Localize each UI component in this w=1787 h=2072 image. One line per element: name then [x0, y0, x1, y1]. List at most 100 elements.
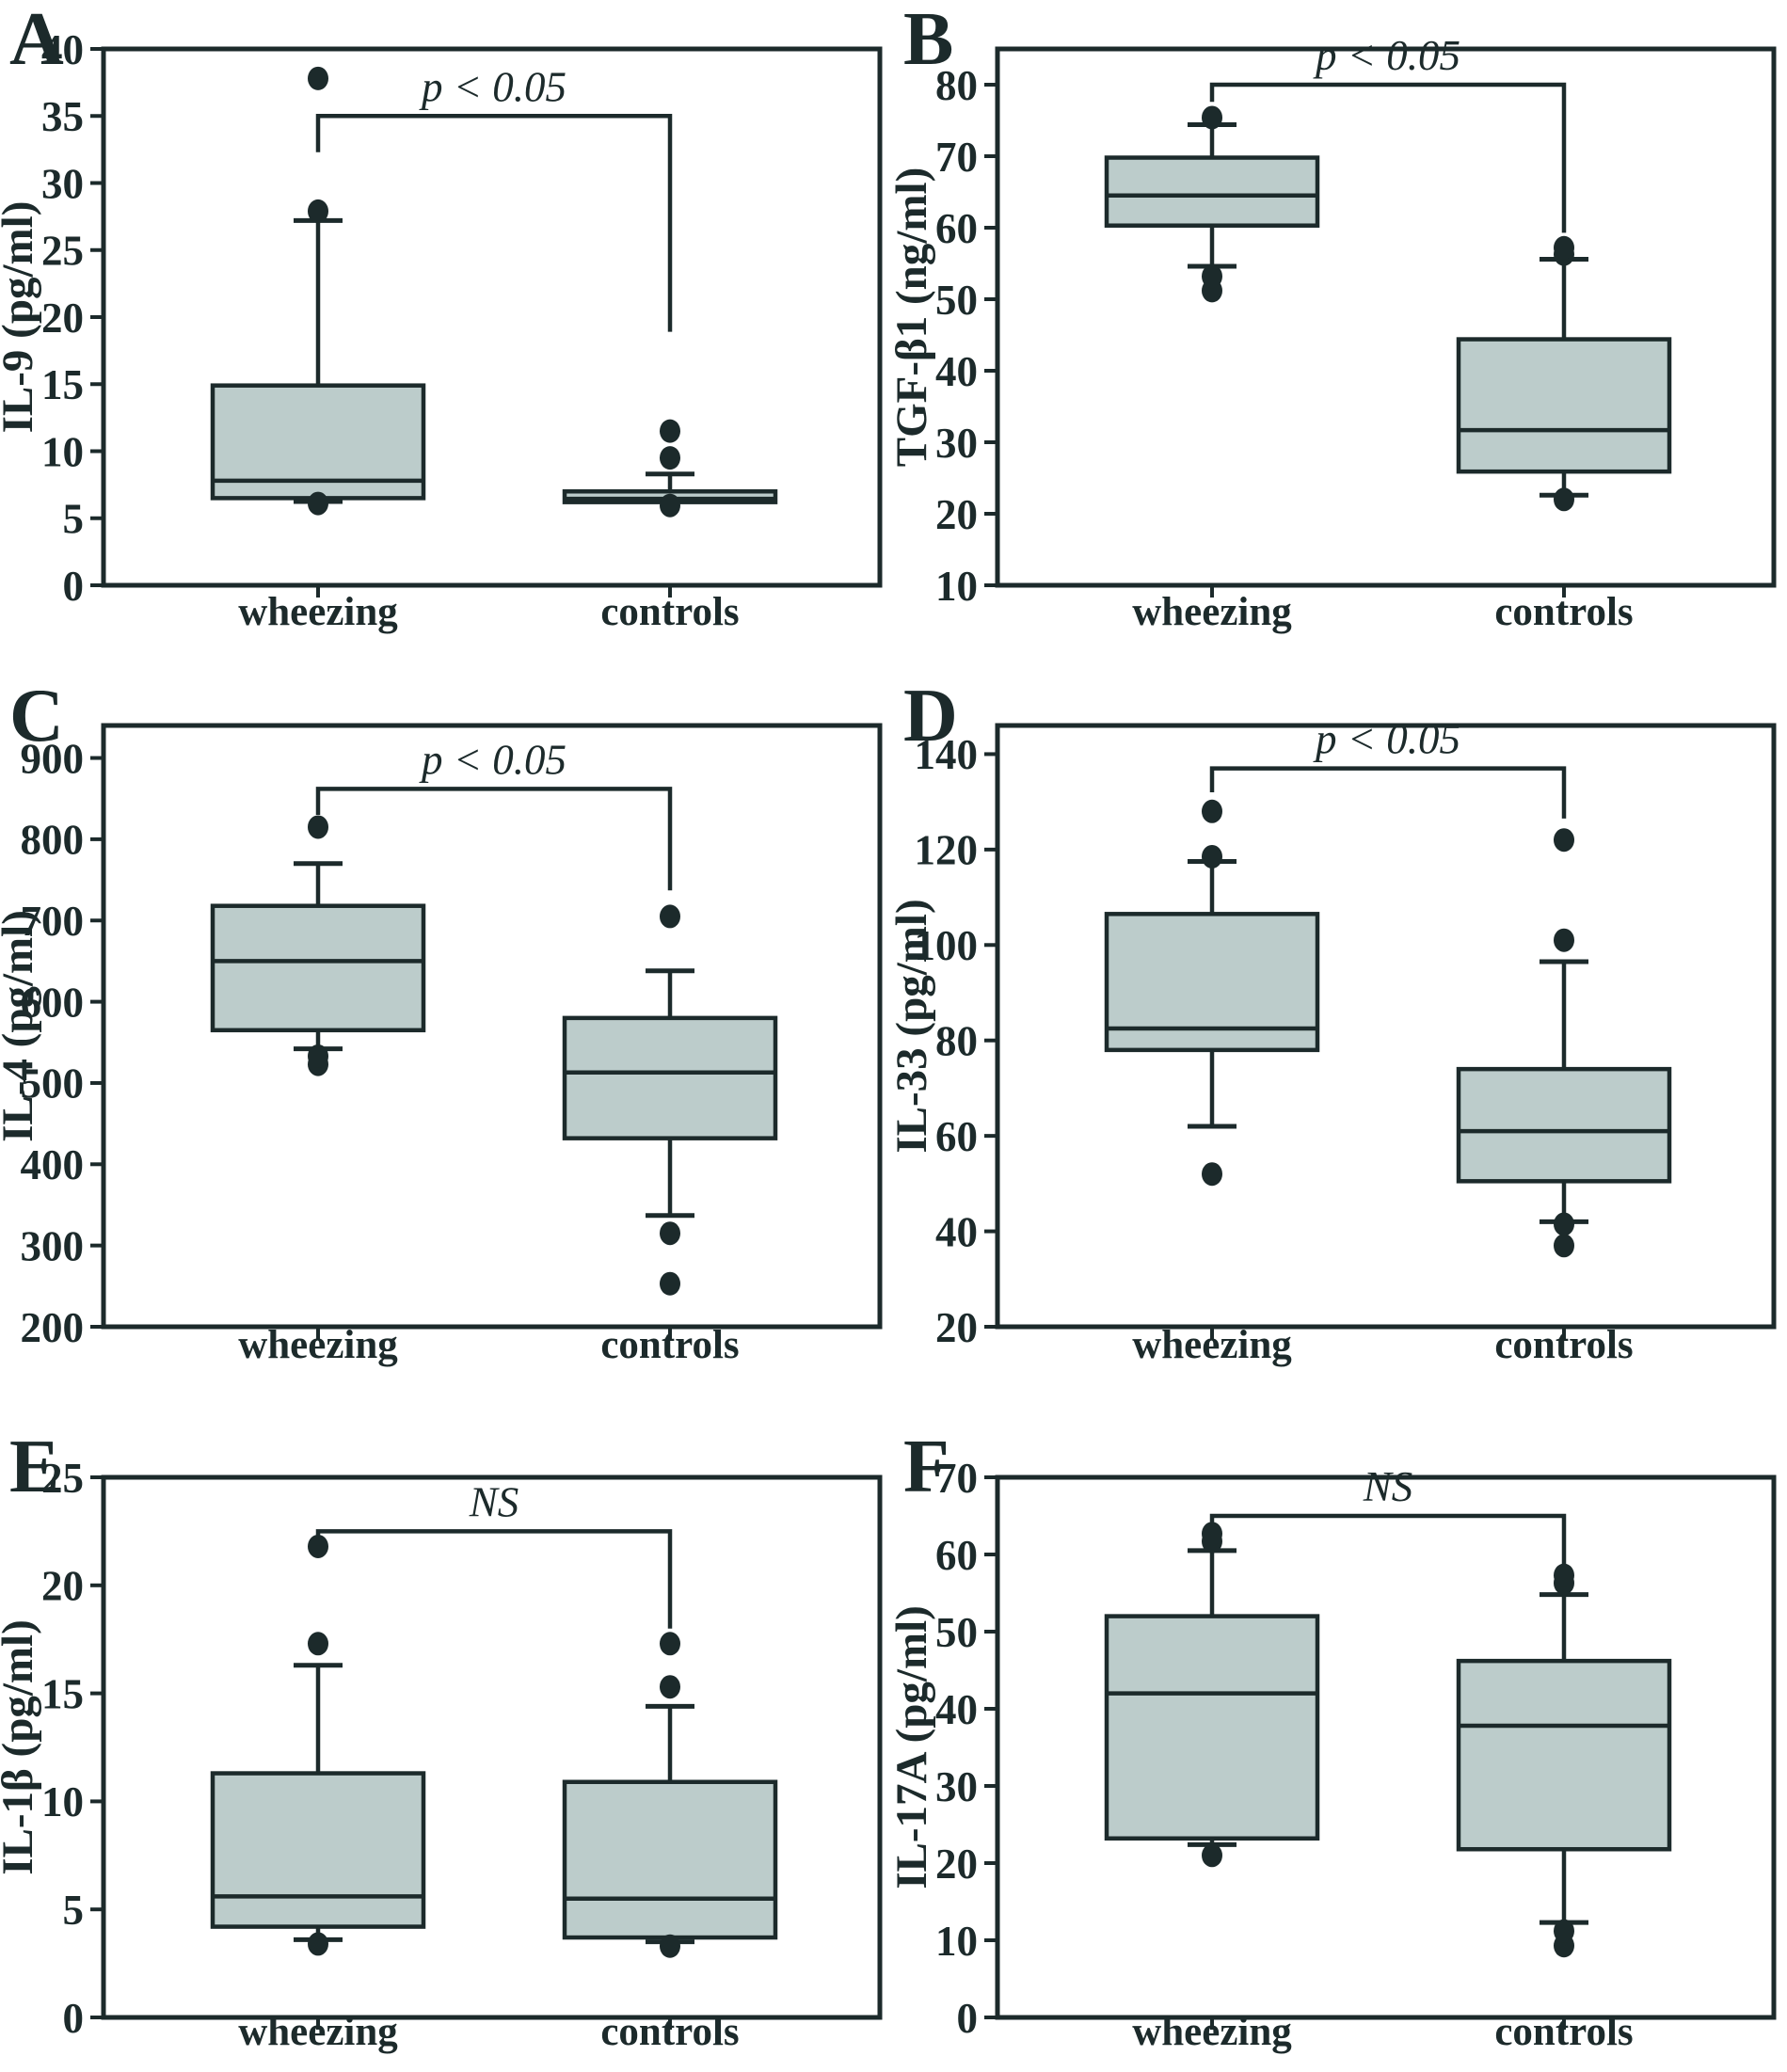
- plot-frame: [101, 1474, 883, 2020]
- y-axis-label: IL-9 (pg/ml): [0, 201, 42, 434]
- significance-bracket: [315, 114, 673, 332]
- plot-frame: [995, 723, 1776, 1330]
- plot-frame: [995, 1474, 1776, 2020]
- y-tick-label: 20: [41, 1563, 84, 1610]
- panel-letter: D: [903, 691, 958, 757]
- significance-bracket: [315, 787, 673, 891]
- y-tick-label: 40: [935, 1686, 978, 1733]
- panel-d-chart: 20 40 60 80 100 120 140 wheezing controls p < 0.0…: [894, 691, 1776, 1367]
- y-tick-label: 40: [41, 26, 84, 73]
- outlier-dot: [660, 1221, 680, 1246]
- outlier-dot: [1553, 1234, 1574, 1258]
- y-tick-label: 25: [41, 1455, 84, 1502]
- box-controls: [1456, 1066, 1671, 1184]
- y-axis-label: IL-4 (pg/ml): [0, 910, 42, 1142]
- y-tick-label: 50: [935, 277, 978, 324]
- y-tick-label: 400: [21, 1141, 85, 1188]
- y-tick-label: 35: [41, 93, 84, 140]
- y-tick-label: 20: [935, 1304, 978, 1351]
- y-tick-label: 140: [914, 731, 978, 778]
- significance-bracket: [315, 1529, 673, 1629]
- outlier-dot: [308, 1932, 328, 1956]
- significance-label: p < 0.05: [1312, 716, 1460, 763]
- outlier-dot: [1201, 799, 1222, 823]
- x-category-label: controls: [600, 1323, 739, 1367]
- outlier-dot: [660, 1934, 680, 1958]
- y-tick-label: 600: [21, 979, 85, 1026]
- y-tick-label: 5: [63, 496, 85, 543]
- panel-e-chart: 0 5 10 15 20 25 wheezing controls NS IL-1β (pg/ml…: [0, 1426, 883, 2054]
- outlier-dot: [308, 491, 328, 516]
- outlier-dot: [1201, 844, 1222, 869]
- plot-frame: [101, 723, 883, 1330]
- y-axis-label: IL-1β (pg/ml): [0, 1619, 42, 1875]
- outlier-dot: [1201, 1522, 1222, 1546]
- y-tick-label: 5: [63, 1887, 85, 1934]
- box-wheezing: [210, 903, 426, 1033]
- panel-letter: F: [903, 1426, 949, 1508]
- x-category-label: wheezing: [1132, 1323, 1292, 1367]
- significance-bracket: [1209, 766, 1566, 819]
- significance-label: p < 0.05: [419, 63, 566, 110]
- outlier-dot: [660, 1675, 680, 1699]
- outlier-dot: [1553, 1212, 1574, 1236]
- x-category-label: controls: [1494, 590, 1633, 634]
- outlier-dot: [308, 1044, 328, 1068]
- y-tick-label: 25: [41, 228, 84, 275]
- significance-label: NS: [1362, 1463, 1412, 1510]
- y-tick-label: 60: [935, 1113, 978, 1160]
- outlier-dot: [308, 66, 328, 90]
- x-category-label: wheezing: [238, 1323, 398, 1367]
- y-tick-label: 700: [21, 898, 85, 945]
- significance-label: NS: [469, 1478, 519, 1525]
- outlier-dot: [308, 1632, 328, 1656]
- y-tick-label: 10: [41, 428, 84, 475]
- box-wheezing: [1104, 155, 1319, 228]
- y-tick-label: 0: [63, 563, 85, 610]
- y-tick-label: 80: [935, 62, 978, 109]
- outlier-dot: [660, 1632, 680, 1656]
- y-axis-label: IL-17A (pg/ml): [894, 1605, 936, 1889]
- box-wheezing: [1104, 1614, 1319, 1841]
- outlier-dot: [1201, 1843, 1222, 1868]
- y-tick-label: 120: [914, 827, 978, 874]
- outlier-dot: [308, 815, 328, 839]
- y-tick-label: 900: [21, 735, 85, 782]
- significance-bracket: [1209, 82, 1566, 233]
- y-tick-label: 30: [935, 1763, 978, 1810]
- y-tick-label: 20: [41, 295, 84, 342]
- panel-a-chart: 0 5 10 15 20 25 30 35 40 wheezing controls p < 0.05…: [0, 0, 883, 634]
- y-tick-label: 80: [935, 1017, 978, 1064]
- x-category-label: wheezing: [238, 590, 398, 634]
- panel-letter: B: [903, 0, 953, 81]
- box-wheezing: [210, 1771, 426, 1929]
- x-category-label: controls: [600, 590, 739, 634]
- outlier-dot: [1201, 105, 1222, 130]
- y-tick-label: 40: [935, 348, 978, 395]
- outlier-dot: [1553, 1919, 1574, 1943]
- outlier-dot: [1553, 1563, 1574, 1587]
- outlier-dot: [1553, 487, 1574, 512]
- x-category-label: wheezing: [238, 2010, 398, 2054]
- outlier-dot: [1201, 1162, 1222, 1187]
- significance-label: p < 0.05: [419, 736, 566, 783]
- outlier-dot: [660, 493, 680, 518]
- y-tick-label: 30: [41, 160, 84, 207]
- y-tick-label: 20: [935, 491, 978, 538]
- y-tick-label: 70: [935, 1455, 978, 1502]
- y-tick-label: 10: [41, 1778, 84, 1825]
- outlier-dot: [308, 199, 328, 223]
- plot-frame: [995, 46, 1776, 588]
- outlier-dot: [660, 446, 680, 470]
- y-tick-label: 10: [935, 1918, 978, 1965]
- panel-letter: C: [9, 691, 64, 757]
- panel-f-chart: 0 10 20 30 40 50 60 70 wheezing controls NS IL-17A …: [894, 1426, 1776, 2054]
- y-tick-label: 20: [935, 1841, 978, 1888]
- y-axis-label: IL-33 (pg/ml): [894, 899, 936, 1153]
- outlier-dot: [1553, 828, 1574, 853]
- outlier-dot: [1553, 235, 1574, 260]
- y-tick-label: 60: [935, 1532, 978, 1579]
- outlier-dot: [660, 419, 680, 443]
- y-tick-label: 50: [935, 1609, 978, 1656]
- x-category-label: controls: [1494, 2010, 1633, 2054]
